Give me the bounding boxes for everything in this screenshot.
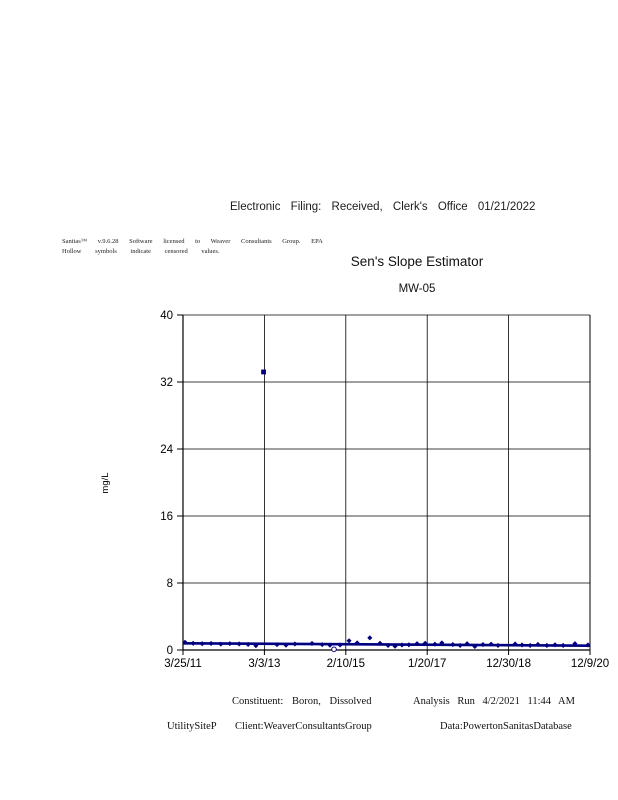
data-point: [414, 641, 420, 647]
data-point: [535, 641, 541, 648]
data-point: [560, 642, 566, 648]
censored-note-line: Hollow symbols indicate censored values.: [62, 248, 220, 255]
y-tick-label: 0: [167, 645, 173, 657]
software-credit-line: Sanitas™ v.9.6.28 Software licensed to W…: [62, 238, 323, 245]
x-tick-label: 3/3/13: [248, 658, 280, 670]
data-point: [190, 640, 196, 646]
data-point: [572, 641, 578, 647]
y-tick-label: 40: [160, 310, 173, 322]
chart-subtitle: MW-05: [398, 283, 436, 295]
x-tick-label: 12/30/18: [486, 658, 531, 670]
data-point: [439, 640, 445, 646]
censored-point: [331, 646, 337, 653]
chart-svg: 0 8 16 24 32 40 3/25/11 3/3/13 2/10/15 1/20/17 12/…: [100, 310, 609, 670]
data-point: [199, 641, 205, 647]
data-point: [480, 642, 486, 648]
y-tick-label: 24: [160, 444, 173, 456]
data-point: [392, 643, 398, 649]
data-point: [495, 642, 501, 648]
x-tick-label: 2/10/15: [327, 658, 365, 670]
footer-data-source: Data:PowertonSanitasDatabase: [440, 721, 572, 732]
data-point: [457, 642, 463, 648]
data-point: [346, 638, 352, 644]
y-tick-label: 8: [167, 578, 173, 590]
data-point: [236, 641, 242, 647]
data-point: [544, 642, 550, 648]
data-point: [432, 641, 438, 647]
data-point: [464, 641, 470, 647]
data-point: [399, 642, 405, 648]
footer-site: UtilitySiteP: [167, 721, 217, 732]
data-point: [377, 640, 383, 646]
data-point: [367, 635, 373, 641]
data-point: [519, 642, 525, 648]
footer-constituent: Constituent: Boron, Dissolved: [232, 696, 372, 707]
outlier-point: [261, 369, 266, 375]
data-point: [472, 643, 478, 650]
data-point: [488, 641, 494, 647]
data-point: [512, 641, 518, 647]
data-point: [527, 642, 533, 648]
filing-header: Electronic Filing: Received, Clerk's Off…: [230, 201, 536, 213]
y-tick-label: 32: [160, 377, 173, 389]
chart-title: Sen's Slope Estimator: [350, 254, 484, 269]
x-tick-label: 1/20/17: [408, 658, 446, 670]
x-tick-label: 12/9/20: [571, 658, 609, 670]
data-point: [552, 642, 558, 648]
data-point: [227, 641, 233, 647]
data-point: [292, 641, 298, 647]
data-point: [245, 641, 251, 648]
footer-client: Client:WeaverConsultantsGroup: [235, 721, 372, 732]
data-point: [422, 640, 428, 646]
y-axis-title: mg/L: [100, 472, 111, 493]
data-point: [385, 642, 391, 648]
data-point: [208, 640, 214, 647]
footer-analysis-run: Analysis Run 4/2/2021 11:44 AM: [413, 696, 575, 707]
data-point: [406, 642, 412, 648]
data-point: [450, 642, 456, 648]
y-tick-label: 16: [160, 511, 173, 523]
x-tick-label: 3/25/11: [164, 658, 202, 670]
